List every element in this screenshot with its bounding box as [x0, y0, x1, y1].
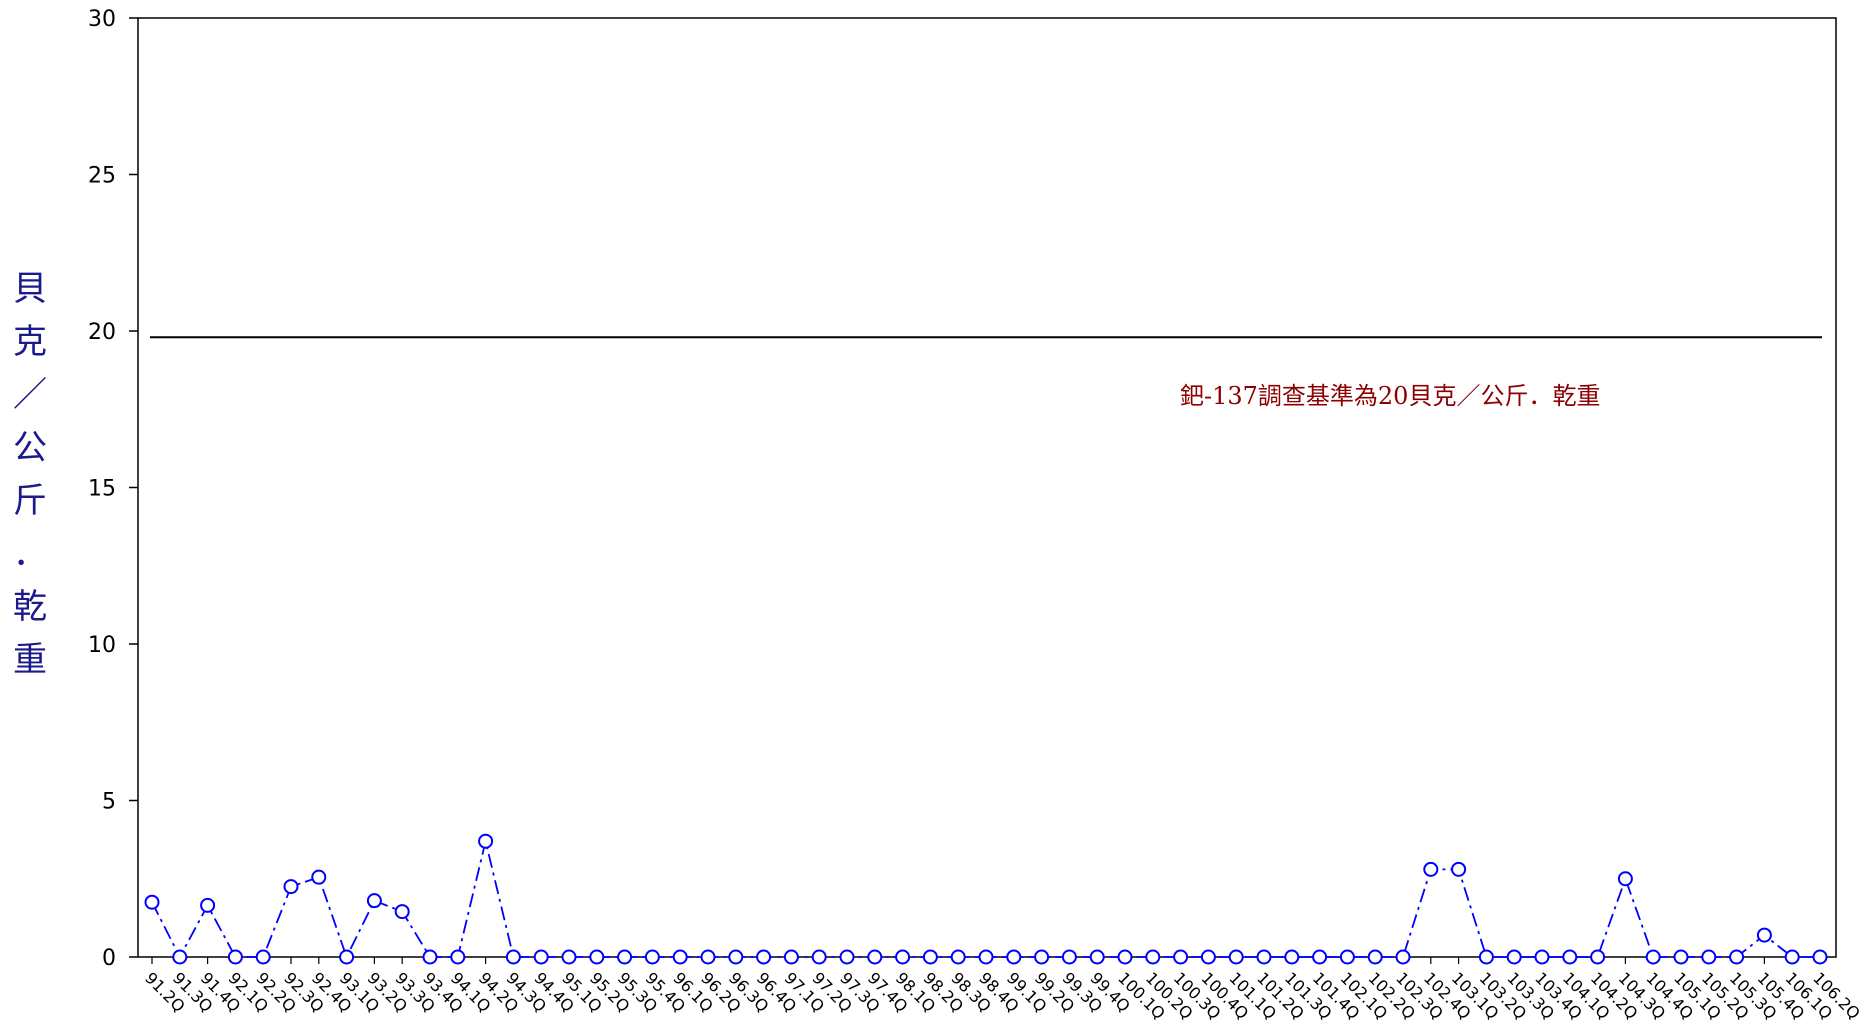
data-point-103.2Q	[1478, 949, 1494, 965]
data-point-104.2Q	[1590, 949, 1606, 965]
y-tick-label: 20	[88, 320, 116, 345]
data-point-104.4Q	[1645, 949, 1661, 965]
data-point-92.3Q	[283, 879, 299, 895]
data-point-101.3Q	[1284, 949, 1300, 965]
data-point-95.4Q	[644, 949, 660, 965]
data-point-95.3Q	[617, 949, 633, 965]
y-tick-label: 25	[88, 164, 116, 189]
y-axis-label-char: 斤	[13, 481, 47, 521]
data-point-102.3Q	[1395, 949, 1411, 965]
data-point-93.4Q	[422, 949, 438, 965]
data-point-94.4Q	[533, 949, 549, 965]
y-tick-label: 0	[102, 946, 116, 971]
data-point-94.3Q	[505, 949, 521, 965]
data-point-105.2Q	[1701, 949, 1717, 965]
y-axis-label-char: 乾	[13, 587, 47, 627]
data-point-99.1Q	[1006, 949, 1022, 965]
data-point-97.2Q	[811, 949, 827, 965]
data-point-103.4Q	[1534, 949, 1550, 965]
y-axis-label-char: ／	[13, 375, 47, 415]
y-tick-label: 10	[88, 633, 116, 658]
data-point-105.3Q	[1729, 949, 1745, 965]
data-point-97.4Q	[867, 949, 883, 965]
reference-annotation: 鈀-137調查基準為20貝克／公斤．乾重	[1180, 382, 1600, 410]
data-point-92.4Q	[311, 869, 327, 885]
data-point-99.2Q	[1034, 949, 1050, 965]
y-axis-label-char: ．	[13, 534, 47, 574]
data-point-91.4Q	[200, 897, 216, 913]
data-point-100.3Q	[1173, 949, 1189, 965]
y-axis-label-char: 貝	[13, 269, 47, 309]
data-point-99.4Q	[1089, 949, 1105, 965]
data-point-103.3Q	[1506, 949, 1522, 965]
y-tick-label: 5	[102, 790, 116, 815]
y-axis-label-char: 重	[13, 640, 47, 680]
data-point-101.1Q	[1228, 949, 1244, 965]
data-point-98.2Q	[922, 949, 938, 965]
y-axis-label-char: 公	[13, 428, 47, 468]
data-point-96.1Q	[672, 949, 688, 965]
data-point-94.2Q	[478, 833, 494, 849]
data-point-93.3Q	[394, 904, 410, 920]
data-point-92.1Q	[227, 949, 243, 965]
data-point-97.1Q	[783, 949, 799, 965]
data-point-100.4Q	[1200, 949, 1216, 965]
y-axis-label: 貝克 ／ 公斤 ． 乾重	[13, 269, 47, 680]
y-axis-label-char: 克	[13, 322, 47, 362]
data-point-95.1Q	[561, 949, 577, 965]
data-point-105.4Q	[1756, 927, 1772, 943]
data-point-96.4Q	[756, 949, 772, 965]
y-tick-label: 15	[88, 477, 116, 502]
data-point-94.1Q	[450, 949, 466, 965]
data-point-91.2Q	[144, 894, 160, 910]
plot-frame	[137, 17, 1837, 958]
data-point-100.2Q	[1145, 949, 1161, 965]
data-point-98.4Q	[978, 949, 994, 965]
data-point-96.3Q	[728, 949, 744, 965]
data-point-102.2Q	[1367, 949, 1383, 965]
series-points	[144, 833, 1828, 965]
data-point-101.4Q	[1312, 949, 1328, 965]
data-point-93.1Q	[339, 949, 355, 965]
y-tick-label: 30	[88, 7, 116, 32]
data-point-98.3Q	[950, 949, 966, 965]
data-point-99.3Q	[1061, 949, 1077, 965]
data-point-100.1Q	[1117, 949, 1133, 965]
data-point-96.2Q	[700, 949, 716, 965]
y-axis-ticks: 0 5 10 15 20 25 30	[88, 7, 138, 971]
data-point-103.1Q	[1451, 861, 1467, 877]
data-point-102.4Q	[1423, 861, 1439, 877]
series-line	[151, 840, 1820, 960]
data-point-105.1Q	[1673, 949, 1689, 965]
data-point-92.2Q	[255, 949, 271, 965]
data-point-98.1Q	[895, 949, 911, 965]
data-point-91.3Q	[172, 949, 188, 965]
data-point-104.1Q	[1562, 949, 1578, 965]
data-point-93.2Q	[366, 893, 382, 909]
data-point-95.2Q	[589, 949, 605, 965]
data-point-101.2Q	[1256, 949, 1272, 965]
data-point-106.1Q	[1784, 949, 1800, 965]
data-point-106.2Q	[1812, 949, 1828, 965]
data-point-97.3Q	[839, 949, 855, 965]
data-point-104.3Q	[1617, 871, 1633, 887]
x-axis-ticks: 91.2Q91.3Q91.4Q92.1Q92.2Q92.3Q92.4Q93.1Q…	[141, 957, 1864, 1023]
data-point-102.1Q	[1339, 949, 1355, 965]
